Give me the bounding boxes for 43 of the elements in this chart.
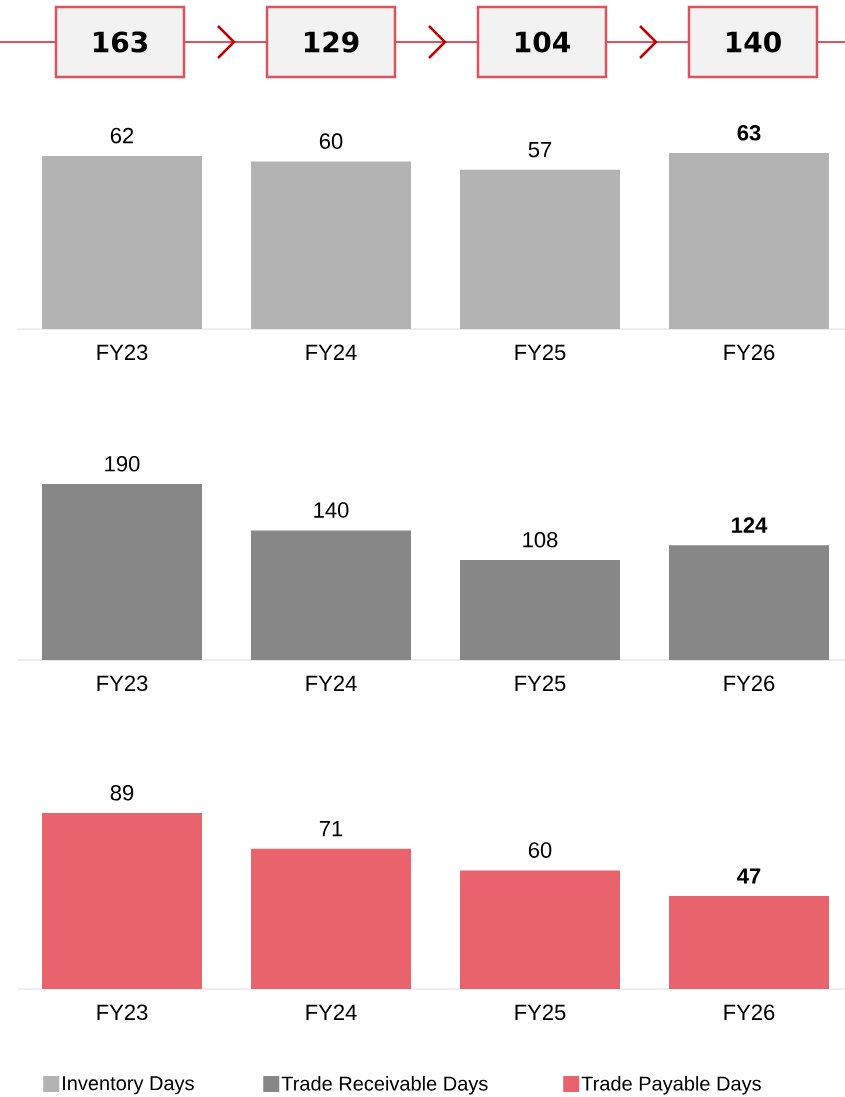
x-tick-label: FY26 — [724, 675, 775, 692]
data-label: 60 — [528, 842, 552, 858]
bar — [460, 560, 620, 660]
x-tick-label: FY24 — [306, 675, 357, 691]
x-tick-label: FY23 — [97, 675, 148, 692]
bar — [669, 545, 829, 660]
bar — [251, 848, 411, 989]
x-tick-label: FY24 — [306, 344, 357, 360]
data-label: 62 — [110, 127, 134, 144]
data-label: 124 — [732, 517, 768, 533]
bar — [460, 169, 620, 329]
data-label: 57 — [528, 141, 552, 158]
data-label: 190 — [105, 455, 140, 472]
x-tick-label: FY24 — [306, 1004, 357, 1020]
legend-label: Trade Payable Days — [581, 1075, 761, 1095]
data-label: 47 — [737, 868, 761, 884]
data-label: 140 — [726, 31, 781, 53]
bar — [251, 161, 411, 329]
data-label: 108 — [523, 531, 558, 548]
x-tick-label: FY25 — [515, 344, 566, 361]
bar — [669, 153, 829, 329]
x-tick-label: FY25 — [515, 675, 566, 692]
x-tick-label: FY25 — [515, 1004, 566, 1021]
bar — [42, 155, 202, 329]
data-label: 163 — [93, 31, 147, 53]
data-label: 60 — [319, 133, 343, 149]
data-label: 63 — [737, 124, 761, 141]
data-label: 89 — [110, 784, 134, 801]
x-tick-label: FY26 — [724, 1004, 775, 1021]
x-tick-label: FY23 — [97, 1004, 148, 1021]
x-tick-label: FY26 — [724, 344, 775, 361]
legend-label: Trade Receivable Days — [281, 1076, 488, 1095]
data-label: 129 — [304, 31, 359, 53]
data-label: 140 — [314, 502, 349, 518]
legend-label: Inventory Days — [63, 1076, 194, 1095]
bar — [460, 870, 620, 989]
bar — [42, 813, 202, 989]
x-tick-label: FY23 — [97, 344, 148, 361]
bar — [42, 484, 202, 660]
data-label: 104 — [515, 31, 570, 53]
bar — [669, 896, 829, 989]
data-label: 71 — [319, 821, 343, 837]
bar — [251, 530, 411, 660]
